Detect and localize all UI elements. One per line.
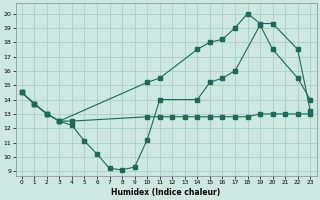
X-axis label: Humidex (Indice chaleur): Humidex (Indice chaleur) xyxy=(111,188,221,197)
